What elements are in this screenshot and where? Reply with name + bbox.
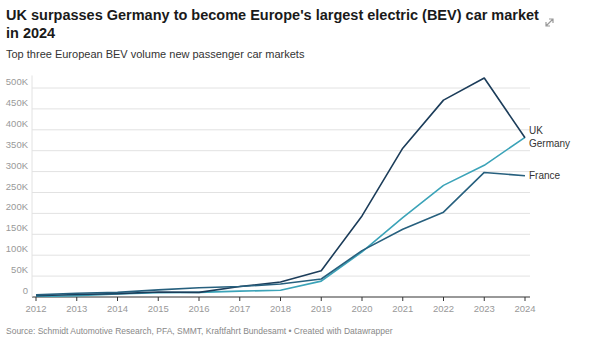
x-tick-label: 2019 [311,303,332,314]
x-tick-label: 2022 [433,303,454,314]
subtitle: Top three European BEV volume new passen… [6,48,304,60]
x-tick-label: 2013 [66,303,87,314]
x-tick [76,297,77,301]
x-tick-label: 2021 [392,303,413,314]
x-tick [199,297,200,301]
grid-line [32,129,530,130]
series-label: Germany [529,138,570,149]
y-tick-label: 150K [6,222,29,233]
y-tick-label: 0 [23,285,28,296]
x-tick-label: 2018 [270,303,291,314]
grid-line [32,192,530,193]
x-tick-label: 2024 [514,303,535,314]
grid-line [32,234,530,235]
x-tick [402,297,403,301]
chart: 0 50K 100K 150K 200K 250K 300K 350K 400K 450K 500K… [0,0,600,345]
x-tick-label: 2020 [351,303,372,314]
x-tick-label: 2012 [25,303,46,314]
expand-icon [546,19,553,26]
series-line [36,137,525,296]
y-tick-label: 50K [11,264,29,275]
series-line [36,78,525,296]
x-axis: 2012 2013 2014 2015 2016 2017 2018 2019 2020 2021… [25,297,535,314]
series-line [36,172,525,294]
x-tick [239,297,240,301]
lines [36,78,525,297]
y-tick-label: 300K [6,160,29,171]
grid-line [32,213,530,214]
expand-icon-path [546,19,553,26]
series-label: France [529,170,561,181]
grid-line [32,255,530,256]
x-tick [280,297,281,301]
y-tick-label: 450K [6,97,29,108]
x-tick [158,297,159,301]
grid-line [32,276,530,277]
series-label: UK [529,125,543,136]
y-axis: 0 50K 100K 150K 200K 250K 300K 350K 400K 450K 500K [6,75,530,297]
source: Source: Schmidt Automotive Research, PFA… [6,326,393,336]
x-tick [321,297,322,301]
x-tick-label: 2023 [474,303,495,314]
x-tick [117,297,118,301]
y-tick-label: 350K [6,139,29,150]
series-labels: UK Germany France [529,125,570,181]
y-axis-line [32,75,33,297]
x-tick [362,297,363,301]
x-tick [525,297,526,301]
x-tick-label: 2016 [188,303,209,314]
grid-line [32,150,530,151]
x-tick [443,297,444,301]
x-tick [36,297,37,301]
x-tick-label: 2017 [229,303,250,314]
y-tick-label: 250K [6,181,29,192]
x-tick [484,297,485,301]
y-tick-label: 500K [6,76,29,87]
y-tick-label: 200K [6,201,29,212]
y-tick-label: 400K [6,118,29,129]
y-tick-label: 100K [6,243,29,254]
x-tick-label: 2015 [148,303,169,314]
grid-line [32,88,530,89]
title: UK surpasses Germany to become Europe's … [6,6,541,42]
grid-line [32,108,530,109]
x-tick-label: 2014 [107,303,128,314]
grid-line [32,171,530,172]
